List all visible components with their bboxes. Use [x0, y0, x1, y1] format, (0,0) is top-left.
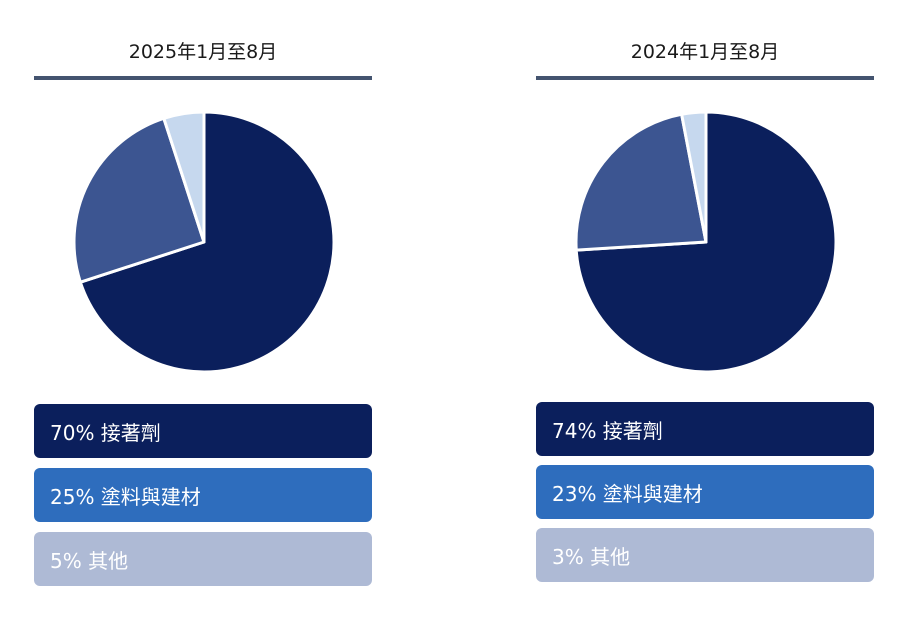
pie-slice-other [162, 110, 206, 244]
chart-2025: 2025年1月至8月 70% 接著劑 25% 塗料與建材 5% 其他 [34, 0, 372, 620]
legend-label: 5% 其他 [50, 548, 129, 573]
legend-label: 25% 塗料與建材 [50, 484, 201, 509]
legend: 70% 接著劑 25% 塗料與建材 5% 其他 [34, 404, 372, 596]
chart-title: 2024年1月至8月 [630, 41, 780, 63]
title-underline [34, 76, 372, 80]
legend-item-coatings: 25% 塗料與建材 [34, 468, 372, 522]
pie-chart [574, 110, 838, 374]
pie-slice-adhesives [78, 110, 336, 374]
legend-item-adhesives: 74% 接著劑 [536, 402, 874, 456]
legend-item-adhesives: 70% 接著劑 [34, 404, 372, 458]
legend-label: 74% 接著劑 [552, 418, 663, 443]
pie-chart [72, 110, 336, 374]
chart-2024: 2024年1月至8月 74% 接著劑 23% 塗料與建材 3% 其他 [536, 0, 874, 620]
legend-label: 23% 塗料與建材 [552, 481, 703, 506]
legend-item-other: 5% 其他 [34, 532, 372, 586]
chart-title: 2025年1月至8月 [128, 41, 278, 63]
legend-item-coatings: 23% 塗料與建材 [536, 465, 874, 519]
legend-label: 3% 其他 [552, 544, 631, 569]
pie-slice-coatings [574, 112, 708, 252]
legend-item-other: 3% 其他 [536, 528, 874, 582]
pie-slice-coatings [72, 116, 206, 284]
title-underline [536, 76, 874, 80]
pie-slice-other [680, 110, 708, 244]
legend: 74% 接著劑 23% 塗料與建材 3% 其他 [536, 402, 874, 591]
legend-label: 70% 接著劑 [50, 420, 161, 445]
